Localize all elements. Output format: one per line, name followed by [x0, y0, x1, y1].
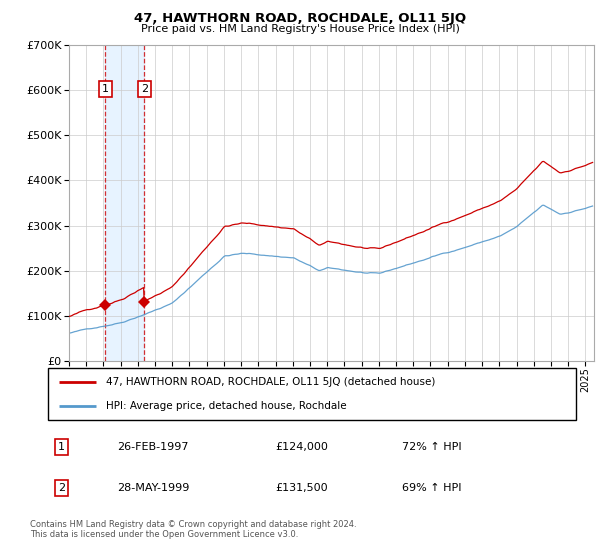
FancyBboxPatch shape	[48, 368, 576, 420]
Text: 26-FEB-1997: 26-FEB-1997	[116, 442, 188, 452]
Text: 69% ↑ HPI: 69% ↑ HPI	[402, 483, 461, 493]
Text: £124,000: £124,000	[275, 442, 328, 452]
Text: 2: 2	[58, 483, 65, 493]
Text: Price paid vs. HM Land Registry's House Price Index (HPI): Price paid vs. HM Land Registry's House …	[140, 24, 460, 34]
Text: 1: 1	[58, 442, 65, 452]
Text: 47, HAWTHORN ROAD, ROCHDALE, OL11 5JQ (detached house): 47, HAWTHORN ROAD, ROCHDALE, OL11 5JQ (d…	[106, 377, 436, 388]
Text: 1: 1	[102, 84, 109, 94]
Text: 28-MAY-1999: 28-MAY-1999	[116, 483, 189, 493]
Text: HPI: Average price, detached house, Rochdale: HPI: Average price, detached house, Roch…	[106, 401, 347, 411]
Text: 47, HAWTHORN ROAD, ROCHDALE, OL11 5JQ: 47, HAWTHORN ROAD, ROCHDALE, OL11 5JQ	[134, 12, 466, 25]
Text: £131,500: £131,500	[275, 483, 328, 493]
Text: 2: 2	[140, 84, 148, 94]
Text: 72% ↑ HPI: 72% ↑ HPI	[402, 442, 461, 452]
Bar	[106, 45, 144, 361]
Text: Contains HM Land Registry data © Crown copyright and database right 2024.
This d: Contains HM Land Registry data © Crown c…	[30, 520, 356, 539]
